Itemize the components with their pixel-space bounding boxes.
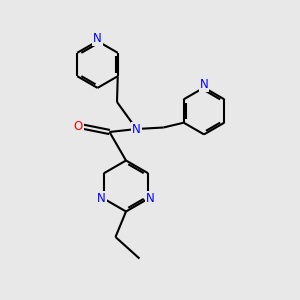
Text: N: N [93, 32, 102, 45]
Text: N: N [146, 192, 155, 205]
Text: N: N [200, 78, 208, 91]
Text: O: O [74, 120, 82, 133]
Text: N: N [132, 122, 141, 136]
Text: N: N [97, 192, 106, 205]
